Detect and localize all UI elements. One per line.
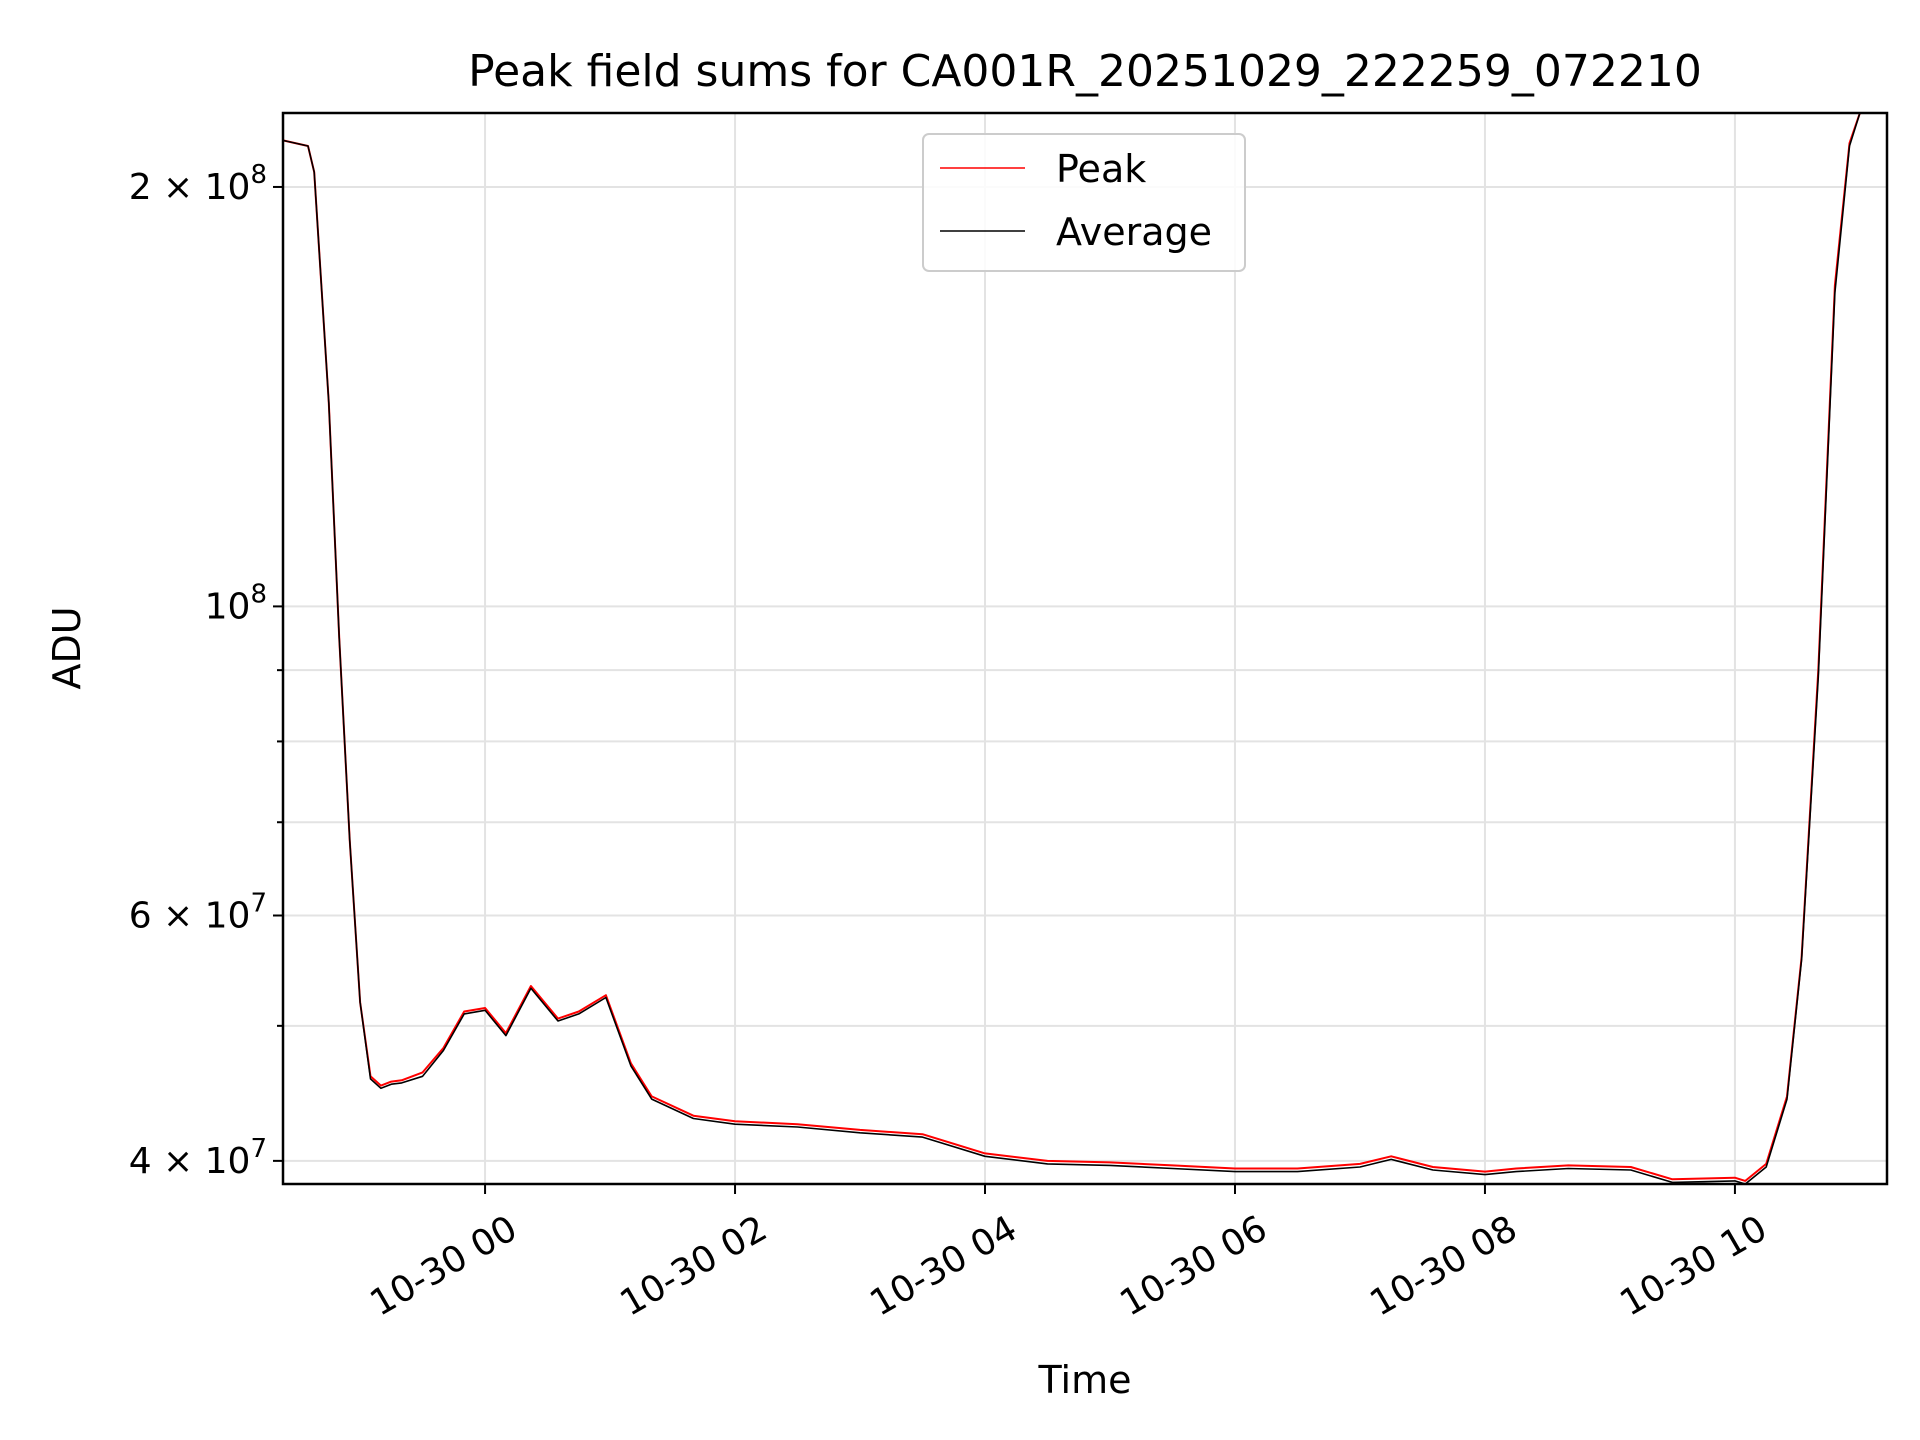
plot-frame [281,111,1889,1186]
legend-label-peak: Peak [1056,147,1146,191]
y-tick-label: 2 × 108 [129,160,267,208]
series-layer [282,112,1887,1185]
x-tick-label: 10-30 04 [863,1208,1024,1324]
x-tick-label: 10-30 10 [1613,1208,1774,1324]
x-tick-label: 10-30 06 [1113,1208,1274,1324]
x-tick-label: 10-30 02 [613,1208,774,1324]
legend: Peak Average [922,133,1246,272]
grid [283,113,1887,1184]
x-tick-label: 10-30 00 [363,1208,524,1324]
y-tick-label: 6 × 107 [129,889,267,937]
x-axis-label: Time [1038,1358,1132,1402]
y-tick-label: 108 [205,579,267,627]
series-line-average [282,112,1887,1185]
series-line-peak [282,112,1887,1182]
legend-label-average: Average [1056,210,1212,254]
chart-title: Peak field sums for CA001R_20251029_2222… [468,46,1702,97]
x-tick-label: 10-30 08 [1363,1208,1524,1324]
y-tick-label: 4 × 107 [129,1134,267,1182]
y-axis-label: ADU [45,606,89,689]
